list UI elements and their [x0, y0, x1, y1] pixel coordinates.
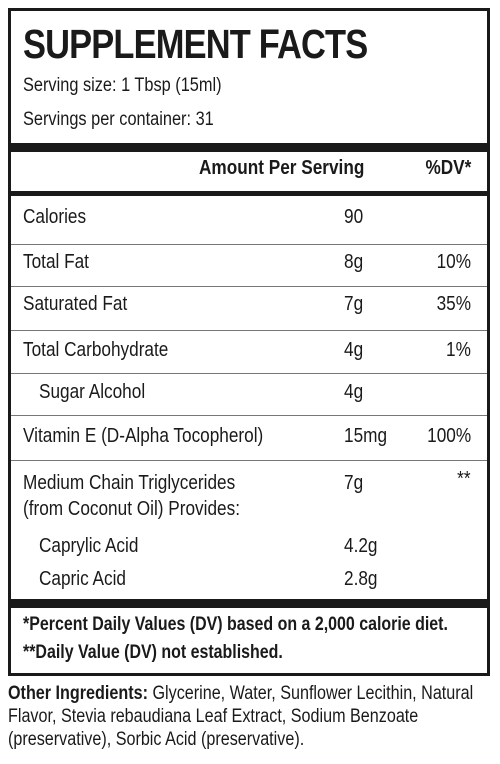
nutrient-amount: 4g [344, 381, 364, 403]
nutrient-amount: 90 [344, 206, 364, 228]
nutrient-dv: 100% [427, 425, 471, 447]
nutrient-amount: 8g [344, 251, 364, 273]
nutrient-amount: 15mg [344, 425, 388, 447]
header-dv: %DV* [425, 157, 471, 179]
thick-divider [11, 599, 487, 608]
nutrient-amount: 7g [344, 472, 364, 494]
row-divider [11, 373, 487, 374]
footnote-not-established: **Daily Value (DV) not established. [23, 642, 283, 663]
other-ingredients-text: Glycerine, Water, Sunflower Lecithin, Na… [8, 683, 474, 750]
nutrient-name: Sugar Alcohol [39, 381, 146, 403]
nutrient-name: Calories [23, 206, 87, 228]
nutrient-dv: 1% [446, 339, 471, 361]
row-divider [11, 244, 487, 245]
row-divider [11, 415, 487, 416]
thick-divider [11, 143, 487, 152]
servings-per-container: Servings per container: 31 [23, 109, 214, 130]
nutrient-name: Saturated Fat [23, 293, 128, 315]
nutrient-name: Total Fat [23, 251, 89, 273]
other-ingredients-label: Other Ingredients: [8, 683, 148, 704]
nutrient-name: Total Carbohydrate [23, 339, 169, 361]
footnote-dv: *Percent Daily Values (DV) based on a 2,… [23, 614, 448, 635]
nutrient-amount: 4g [344, 339, 364, 361]
panel-title: SUPPLEMENT FACTS [23, 21, 368, 67]
row-divider [11, 460, 487, 461]
nutrient-amount: 4.2g [344, 535, 378, 557]
nutrient-dv: 10% [436, 251, 471, 273]
header-divider [11, 191, 487, 196]
other-ingredients: Other Ingredients: Glycerine, Water, Sun… [8, 682, 484, 751]
nutrient-amount: 2.8g [344, 568, 378, 590]
supplement-facts-panel: SUPPLEMENT FACTS Serving size: 1 Tbsp (1… [8, 8, 490, 676]
nutrient-name: Medium Chain Triglycerides [23, 472, 236, 494]
nutrient-name: Vitamin E (D-Alpha Tocopherol) [23, 425, 264, 447]
nutrient-dv: ** [457, 468, 471, 490]
nutrient-amount: 7g [344, 293, 364, 315]
serving-size: Serving size: 1 Tbsp (15ml) [23, 75, 222, 96]
row-divider [11, 286, 487, 287]
row-divider [11, 330, 487, 331]
nutrient-name: Capric Acid [39, 568, 126, 590]
nutrient-name-continued: (from Coconut Oil) Provides: [23, 498, 240, 520]
header-amount: Amount Per Serving [199, 157, 365, 179]
nutrient-dv: 35% [436, 293, 471, 315]
nutrient-name: Caprylic Acid [39, 535, 139, 557]
